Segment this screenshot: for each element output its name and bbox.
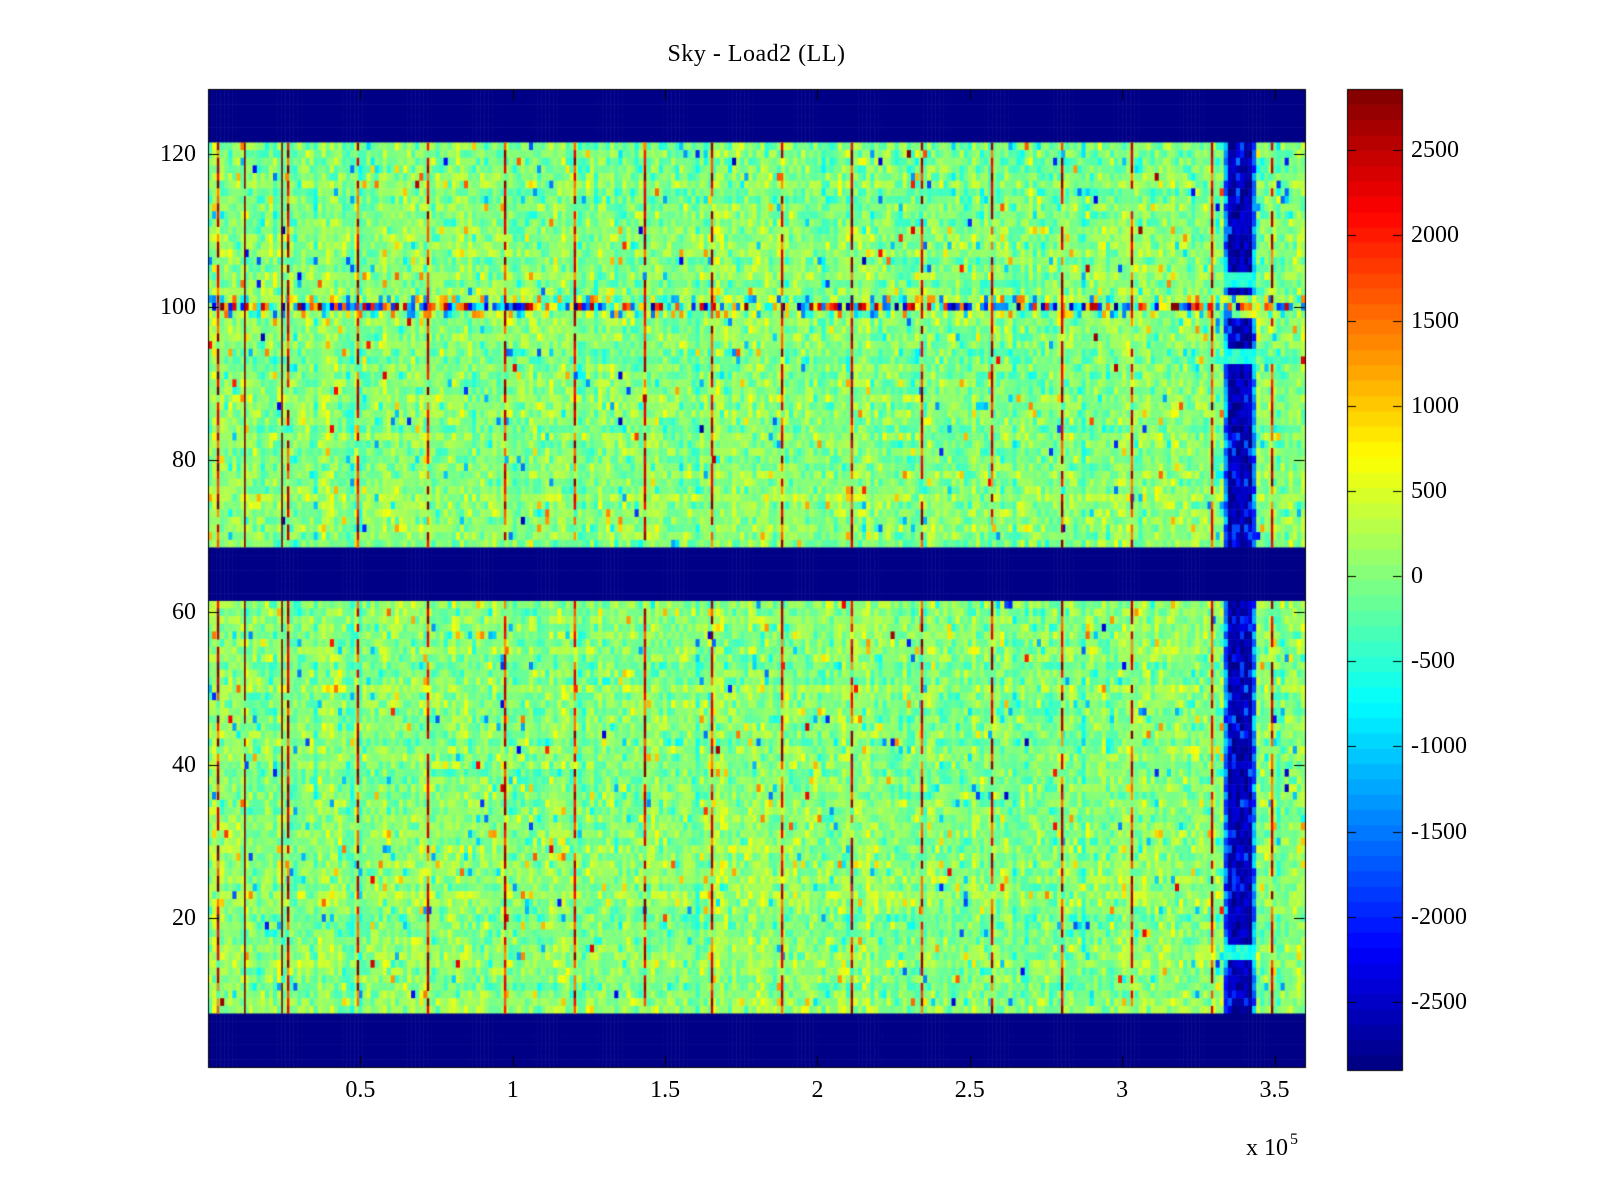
colorbar-tick-label: 1000 [1411,392,1459,419]
x-axis-tick-label: 1 [506,1077,519,1103]
x-axis-tick-label: 1.5 [650,1077,681,1103]
y-axis-tick-label: 60 [172,599,196,626]
y-axis-tick-label: 40 [172,752,196,779]
colorbar-tick-label: -500 [1411,648,1455,675]
x-axis-tick-label: 0.5 [345,1077,376,1103]
colorbar-tick-label: 2500 [1411,137,1459,164]
exponent-base: x 10 [1246,1135,1288,1161]
x-axis-tick-label: 3 [1116,1077,1129,1103]
colorbar-tick-label: -1500 [1411,818,1467,845]
colorbar-tick-label: 0 [1411,563,1423,590]
y-axis-tick-label: 80 [172,446,196,473]
colorbar-tick-label: -2500 [1411,988,1467,1015]
colorbar-tick-label: 1500 [1411,307,1459,334]
x-axis-tick-label: 2 [811,1077,824,1103]
exponent-power: 5 [1290,1131,1298,1148]
x-axis-exponent-label: x 10 5 [1246,1131,1298,1162]
colorbar-tick-label: -2000 [1411,903,1467,930]
colorbar-tick-label: -1000 [1411,733,1467,760]
x-axis-tick-label: 2.5 [954,1077,985,1103]
y-axis-tick-label: 100 [160,293,196,320]
y-axis-tick-label: 120 [160,140,196,167]
x-axis-tick-label: 3.5 [1259,1077,1290,1103]
y-axis-tick-label: 20 [172,905,196,931]
colorbar-tick-label: 2000 [1411,222,1459,249]
chart-title: Sky - Load2 (LL) [667,41,846,67]
colorbar-tick-label: 500 [1411,477,1447,504]
